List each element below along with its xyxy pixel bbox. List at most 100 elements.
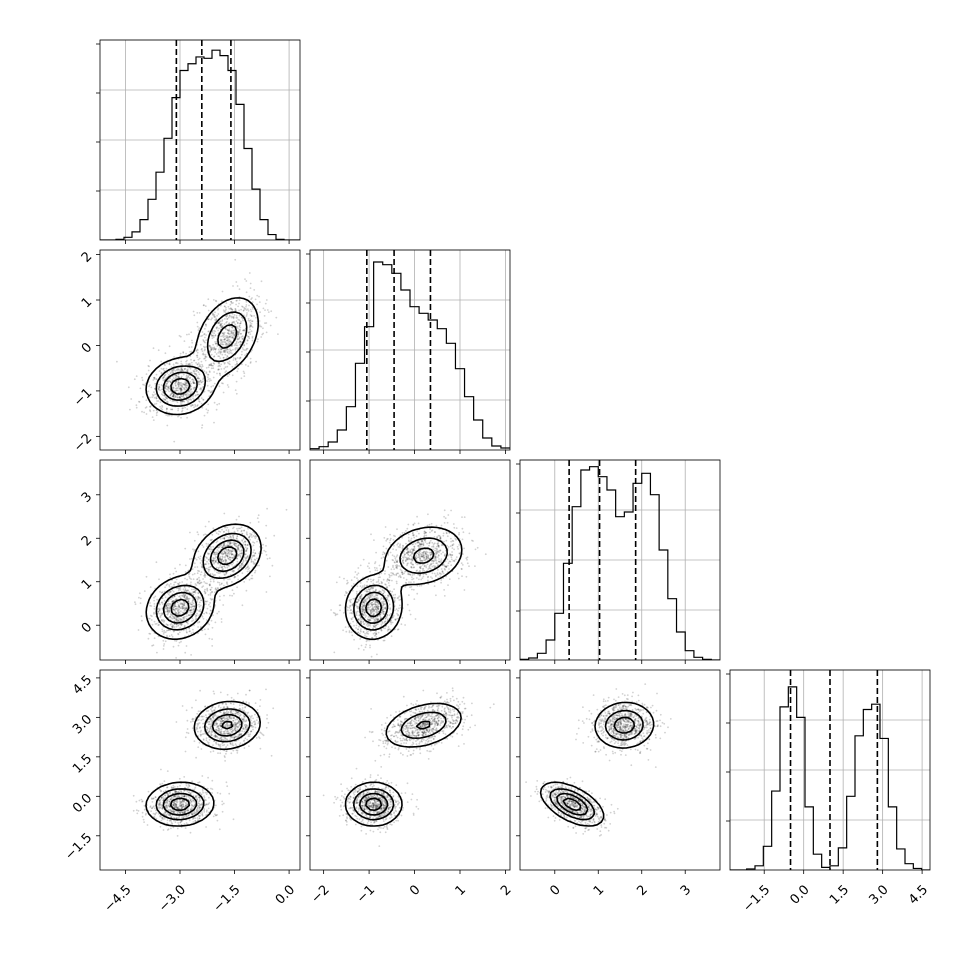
sample-point [456,545,459,548]
sample-point [193,624,195,627]
sample-point [381,589,384,591]
sample-point [360,644,363,647]
sample-point [423,569,426,572]
sample-point [219,559,222,561]
sample-point [389,608,392,611]
sample-point [191,600,194,603]
sample-point [165,367,168,370]
sample-point [238,564,241,567]
sample-point [231,556,234,559]
sample-point [188,614,190,616]
sample-point [203,370,206,373]
sample-point [226,554,229,557]
sample-point [212,299,215,301]
sample-point [198,621,201,623]
sample-point [187,400,189,403]
sample-point [183,625,186,628]
sample-point [218,322,221,324]
sample-point [221,556,224,559]
sample-point [224,558,227,561]
sample-point [463,547,465,550]
sample-point [254,552,257,555]
sample-point [190,578,193,580]
sample-point [228,536,230,539]
sample-point [369,624,371,627]
sample-point [234,542,236,545]
sample-point [173,595,176,598]
sample-point [376,601,379,604]
sample-point [362,623,365,626]
sample-point [263,315,266,317]
sample-point [233,576,236,578]
sample-point [365,643,368,646]
sample-point [334,612,336,615]
sample-point [220,368,223,370]
sample-point [172,596,174,599]
sample-point [218,557,221,560]
sample-point [192,382,195,384]
sample-point [408,573,411,576]
sample-point [145,373,148,375]
sample-point [377,607,379,609]
sample-point [162,376,165,379]
sample-point [174,380,177,383]
sample-point [415,570,418,572]
sample-point [248,326,251,329]
sample-point [183,608,186,610]
sample-point [227,549,230,551]
sample-point [365,590,368,593]
sample-point [244,546,247,549]
sample-point [240,529,243,532]
sample-point [356,601,359,604]
sample-point [203,559,206,562]
sample-point [157,387,160,390]
sample-point [208,566,210,569]
sample-point [231,336,234,339]
sample-point [243,308,246,310]
sample-point [226,555,229,558]
sample-point [217,533,220,535]
sample-point [218,584,221,586]
sample-point [219,338,222,341]
sample-point [234,308,237,311]
sample-point [412,532,414,534]
sample-point [398,599,401,601]
sample-point [239,555,242,558]
sample-point [177,609,180,611]
sample-point [204,573,206,576]
sample-point [386,585,388,588]
sample-point [197,380,200,383]
sample-point [225,529,228,532]
sample-point [218,321,220,324]
sample-point [211,364,213,367]
y-tick-label: 0 [79,620,95,636]
sample-point [220,621,223,623]
sample-point [370,595,372,598]
sample-point [208,548,211,551]
sample-point [222,332,225,335]
sample-point [172,600,175,602]
sample-point [166,607,169,610]
sample-point [209,346,212,349]
sample-point [422,573,425,576]
sample-point [171,626,174,628]
sample-point [402,559,405,561]
sample-point [224,335,226,338]
sample-point [162,648,165,650]
sample-point [186,578,189,581]
sample-point [217,308,219,311]
sample-point [217,329,220,332]
sample-point [153,605,156,608]
sample-point [364,616,367,619]
sample-point [222,332,224,335]
sample-point [348,630,351,632]
sample-point [244,553,247,556]
sample-point [226,535,229,538]
sample-point [220,343,223,345]
sample-point [252,560,255,563]
sample-point [378,582,381,585]
sample-point [196,312,199,314]
sample-point [362,610,364,612]
sample-point [184,577,186,580]
sample-point [196,566,199,568]
